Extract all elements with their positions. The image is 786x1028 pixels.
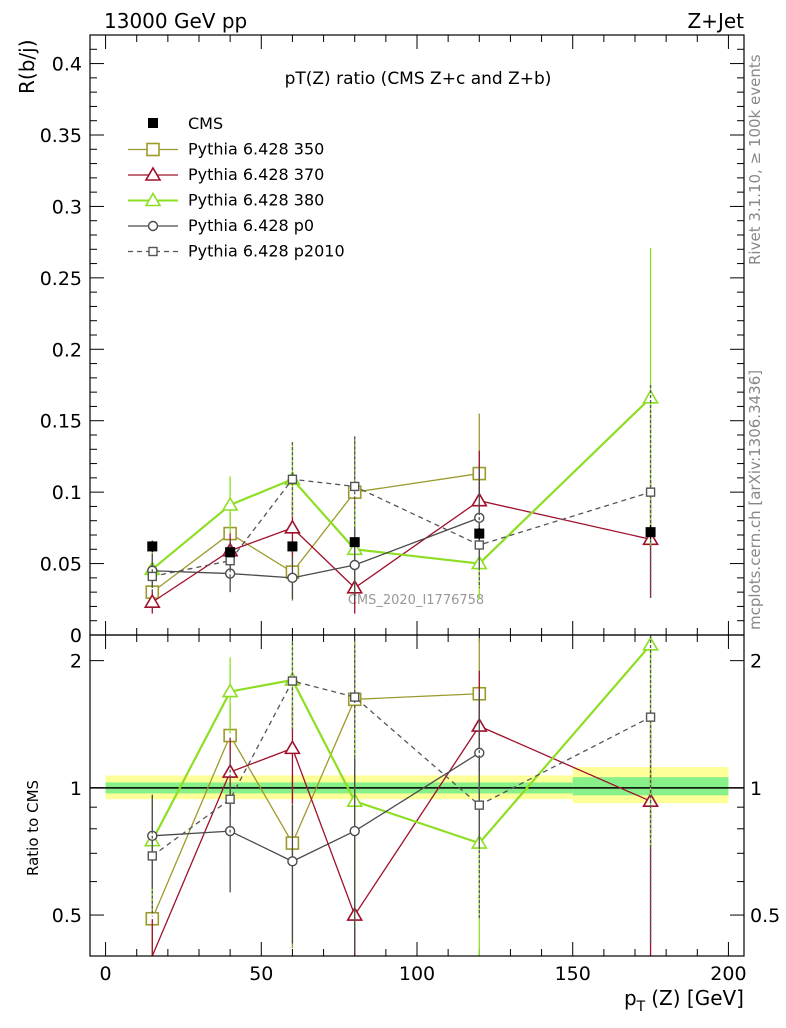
legend-label: Pythia 6.428 380	[188, 191, 324, 210]
data-point	[224, 568, 236, 579]
ratio-point	[225, 794, 235, 804]
x-tick-label: 200	[710, 963, 746, 985]
cms-data	[147, 525, 656, 558]
data-point	[225, 556, 235, 566]
data-point	[350, 481, 360, 492]
y-tick-label: 0.3	[52, 196, 82, 218]
chart-title: pT(Z) ratio (CMS Z+c and Z+b)	[285, 69, 552, 89]
ratio-axis-label: Ratio to CMS	[24, 780, 42, 876]
x-tick-label: 0	[100, 963, 112, 985]
data-point	[349, 559, 360, 571]
cms-point	[287, 541, 298, 552]
series-line	[152, 478, 651, 578]
ratio-point	[287, 856, 298, 867]
series-3	[147, 467, 485, 601]
cms-point	[349, 537, 360, 548]
data-point	[287, 572, 298, 584]
cms-point	[225, 547, 236, 558]
series-line	[151, 397, 652, 571]
header-right: Z+Jet	[687, 9, 744, 33]
ratio-point	[147, 851, 157, 861]
watermark: CMS_2020_I1776758	[348, 593, 484, 608]
ratio-line	[151, 725, 651, 957]
ratio-y-tick-label-right: 0.5	[750, 905, 780, 927]
y-tick-label: 0.2	[52, 339, 82, 361]
legend-label: Pythia 6.428 350	[188, 140, 324, 159]
ratio-panel: 0.5 0.5 1 1 2 2 Ratio to CMS	[24, 634, 780, 957]
header-left: 13000 GeV pp	[104, 9, 247, 33]
y-tick-label: 0.15	[40, 411, 82, 433]
x-tick-label: 100	[399, 963, 435, 985]
y-tick-label: 0.05	[40, 554, 82, 576]
series-line	[152, 517, 480, 579]
ratio-point	[349, 825, 360, 837]
cms-point	[645, 527, 656, 538]
legend: CMS Pythia 6.428 350 Pythia 6.428 370 Pythi…	[128, 114, 345, 261]
ratio-point	[474, 800, 484, 810]
ratio-line	[152, 752, 480, 863]
ratio-point	[642, 636, 659, 651]
ratio-y-tick-label-right: 2	[750, 651, 762, 673]
ratio-point	[287, 676, 298, 686]
series-line	[151, 472, 480, 593]
legend-entry-cms: CMS	[148, 114, 223, 133]
y-tick-label: 0.25	[40, 268, 82, 290]
data-point	[287, 474, 298, 484]
side-rivet-label: Rivet 3.1.10, ≥ 100k events	[746, 54, 764, 265]
y-tick-label: 0.35	[40, 125, 82, 147]
y-tick-label: 0	[70, 625, 82, 647]
series-4	[147, 385, 656, 600]
y-tick-label: 0.1	[52, 482, 82, 504]
ratio-point	[284, 739, 301, 755]
x-tick-label: 50	[249, 963, 273, 985]
ratio-point	[645, 712, 656, 722]
legend-marker	[144, 166, 162, 181]
data-point	[221, 496, 239, 511]
x-axis-label: pT (Z) [GeV]	[624, 986, 744, 1015]
ratio-line	[151, 680, 651, 857]
ratio-y-tick-label: 0.5	[52, 905, 82, 927]
legend-marker	[147, 220, 159, 232]
data-point	[284, 519, 301, 534]
data-point	[143, 593, 161, 608]
series-line	[151, 500, 651, 603]
legend-entry-4: Pythia 6.428 p2010	[128, 242, 345, 261]
cms-point	[474, 528, 485, 539]
x-tick-label: 150	[555, 963, 591, 985]
legend-entry-2: Pythia 6.428 380	[128, 191, 324, 210]
legend-marker	[148, 118, 158, 128]
legend-entry-3: Pythia 6.428 p0	[128, 216, 314, 235]
ratio-series-1	[151, 670, 659, 957]
legend-label: CMS	[188, 114, 223, 133]
ratio-line	[151, 644, 652, 845]
data-point	[645, 487, 656, 497]
series-2	[143, 247, 659, 600]
main-panel: 0 0.05 0.1 0.15 0.2 0.25 0.3 0.35 0.4 pT(Z) rati…	[15, 34, 745, 647]
legend-label: Pythia 6.428 p2010	[188, 242, 345, 261]
ratio-y-tick-label: 2	[70, 651, 82, 673]
legend-entry-0: Pythia 6.428 350	[128, 140, 324, 159]
ratio-y-tick-label: 1	[70, 778, 82, 800]
series-0	[145, 413, 487, 607]
ratio-frame	[89, 634, 745, 957]
legend-label: Pythia 6.428 370	[188, 165, 324, 184]
data-point	[474, 540, 484, 550]
cms-point	[147, 541, 158, 552]
series-1	[143, 450, 659, 614]
ratio-point	[221, 682, 239, 698]
y-axis-label: R(b/j)	[15, 40, 39, 95]
ratio-point	[350, 692, 360, 702]
legend-entry-1: Pythia 6.428 370	[128, 165, 324, 184]
legend-marker	[144, 191, 162, 207]
legend-marker	[146, 142, 160, 157]
data-point	[147, 571, 157, 582]
side-mcplots-label: mcplots.cern.ch [arXiv:1306.3436]	[746, 370, 764, 630]
y-tick-label: 0.4	[52, 54, 82, 76]
legend-label: Pythia 6.428 p0	[188, 216, 314, 235]
legend-marker	[148, 246, 158, 257]
ratio-y-tick-label-right: 1	[750, 778, 762, 800]
ratio-series-4	[147, 635, 656, 944]
